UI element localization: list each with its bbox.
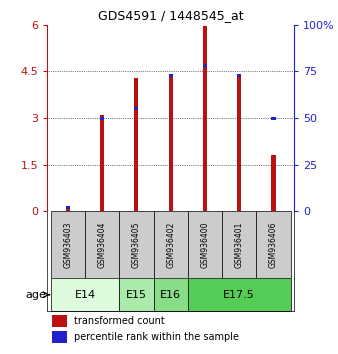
- Bar: [169, 76, 173, 211]
- Bar: [188, 211, 222, 278]
- Bar: [153, 278, 188, 312]
- Bar: [100, 115, 104, 211]
- Bar: [203, 64, 207, 67]
- Bar: [271, 116, 275, 120]
- Bar: [237, 74, 241, 77]
- Text: E14: E14: [74, 290, 96, 300]
- Bar: [51, 211, 85, 278]
- Bar: [52, 315, 67, 327]
- Bar: [100, 116, 104, 120]
- Text: GSM936403: GSM936403: [64, 222, 72, 268]
- Bar: [237, 76, 241, 211]
- Text: percentile rank within the sample: percentile rank within the sample: [74, 332, 239, 342]
- Text: GSM936405: GSM936405: [132, 222, 141, 268]
- Bar: [66, 206, 70, 209]
- Text: E16: E16: [160, 290, 181, 300]
- Bar: [271, 155, 275, 211]
- Bar: [119, 278, 153, 312]
- Bar: [222, 211, 256, 278]
- Bar: [51, 278, 119, 312]
- Bar: [135, 107, 139, 110]
- Bar: [188, 278, 291, 312]
- Text: GSM936406: GSM936406: [269, 222, 278, 268]
- Text: GSM936401: GSM936401: [235, 222, 244, 268]
- Title: GDS4591 / 1448545_at: GDS4591 / 1448545_at: [98, 9, 243, 22]
- Text: E17.5: E17.5: [223, 290, 255, 300]
- Text: GSM936400: GSM936400: [200, 222, 210, 268]
- Bar: [256, 211, 291, 278]
- Text: E15: E15: [126, 290, 147, 300]
- Bar: [153, 211, 188, 278]
- Text: GSM936404: GSM936404: [98, 222, 107, 268]
- Text: GSM936402: GSM936402: [166, 222, 175, 268]
- Bar: [203, 26, 207, 211]
- Text: age: age: [26, 290, 47, 300]
- Bar: [85, 211, 119, 278]
- Bar: [135, 78, 139, 211]
- Bar: [119, 211, 153, 278]
- Bar: [66, 209, 70, 211]
- Text: transformed count: transformed count: [74, 316, 165, 326]
- Bar: [52, 331, 67, 343]
- Bar: [169, 74, 173, 77]
